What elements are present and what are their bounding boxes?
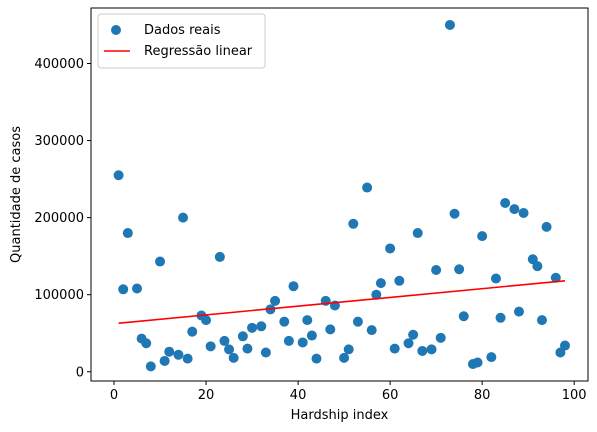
- scatter-point: [288, 281, 299, 292]
- scatter-point: [182, 353, 193, 364]
- scatter-point: [242, 343, 253, 354]
- scatter-point: [417, 345, 428, 356]
- scatter-point: [472, 357, 483, 368]
- scatter-point: [311, 353, 322, 364]
- scatter-point: [348, 218, 359, 229]
- x-tick-label: 60: [382, 388, 399, 403]
- scatter-point: [366, 325, 377, 336]
- legend-label-dados-reais: Dados reais: [144, 23, 221, 38]
- scatter-point: [486, 352, 497, 363]
- scatter-point: [270, 295, 281, 306]
- x-tick-label: 40: [290, 388, 307, 403]
- scatter-point: [118, 284, 129, 295]
- scatter-point: [513, 306, 524, 317]
- y-tick-label: 400000: [34, 57, 84, 72]
- legend: Dados reais Regressão linear: [97, 13, 266, 69]
- scatter-point: [509, 204, 520, 215]
- scatter-point: [559, 340, 570, 351]
- scatter-point: [431, 265, 442, 276]
- x-tick-label: 0: [110, 388, 118, 403]
- scatter-point: [325, 324, 336, 335]
- scatter-point: [155, 256, 166, 267]
- scatter-point: [375, 278, 386, 289]
- scatter-point: [247, 322, 258, 333]
- legend-box: [97, 13, 266, 69]
- scatter-point: [394, 275, 405, 286]
- scatter-point: [403, 338, 414, 349]
- scatter-point: [532, 261, 543, 272]
- scatter-point: [297, 337, 308, 348]
- scatter-point: [173, 349, 184, 360]
- scatter-point: [214, 251, 225, 262]
- scatter-point: [228, 352, 239, 363]
- scatter-point: [224, 344, 235, 355]
- scatter-point: [536, 315, 547, 326]
- axes-frame: [90, 7, 589, 382]
- plot-area: [113, 19, 570, 372]
- y-tick-label: 0: [76, 365, 84, 380]
- scatter-point: [164, 346, 175, 357]
- scatter-point: [260, 347, 271, 358]
- scatter-point: [477, 231, 488, 242]
- y-axis-ticks: 0 100000 200000 300000 400000: [34, 57, 91, 380]
- x-axis-ticks: 0 20 40 60 80 100: [110, 381, 587, 403]
- scatter-point: [435, 332, 446, 343]
- scatter-point: [187, 326, 198, 337]
- scatter-point: [339, 352, 350, 363]
- scatter-point: [219, 335, 230, 346]
- y-axis-label: Quantidade de casos: [9, 126, 24, 263]
- scatter-point: [283, 335, 294, 346]
- scatter-point: [201, 315, 212, 326]
- scatter-point: [237, 331, 248, 342]
- scatter-point: [495, 312, 506, 323]
- scatter-point: [490, 273, 501, 284]
- scatter-point: [122, 228, 133, 239]
- x-tick-label: 80: [474, 388, 491, 403]
- y-tick-label: 100000: [34, 288, 84, 303]
- regression-line: [118, 280, 566, 324]
- y-tick-label: 200000: [34, 211, 84, 226]
- scatter-point: [279, 316, 290, 327]
- scatter-point: [205, 341, 216, 352]
- legend-label-regressao-linear: Regressão linear: [144, 44, 253, 59]
- scatter-point: [141, 338, 152, 349]
- scatter-point: [343, 344, 354, 355]
- y-tick-label: 300000: [34, 134, 84, 149]
- scatter-point: [454, 264, 465, 275]
- x-tick-label: 100: [562, 388, 587, 403]
- scatter-point: [145, 361, 156, 372]
- scatter-point: [426, 344, 437, 355]
- scatter-point: [362, 182, 373, 193]
- scatter-point: [352, 316, 363, 327]
- scatter-point: [500, 197, 511, 208]
- scatter-point: [302, 315, 313, 326]
- scatter-point: [371, 289, 382, 300]
- scatter-point: [113, 170, 124, 181]
- scatter-point: [306, 330, 317, 341]
- scatter-point: [449, 208, 460, 219]
- scatter-point: [159, 355, 170, 366]
- scatter-point: [256, 321, 267, 332]
- scatter-point: [389, 343, 400, 354]
- scatter-point: [458, 311, 469, 322]
- scatter-point: [132, 283, 143, 294]
- scatter-point: [385, 243, 396, 254]
- scatter-point: [550, 272, 561, 283]
- x-tick-label: 20: [198, 388, 215, 403]
- scatter-point: [412, 228, 423, 239]
- x-axis-label: Hardship index: [291, 408, 389, 423]
- legend-marker-dados-reais: [111, 25, 121, 35]
- scatter-point: [408, 329, 419, 340]
- scatter-point: [178, 212, 189, 223]
- scatter-point: [444, 19, 455, 30]
- scatter-point: [518, 208, 529, 218]
- scatter-point: [541, 221, 552, 232]
